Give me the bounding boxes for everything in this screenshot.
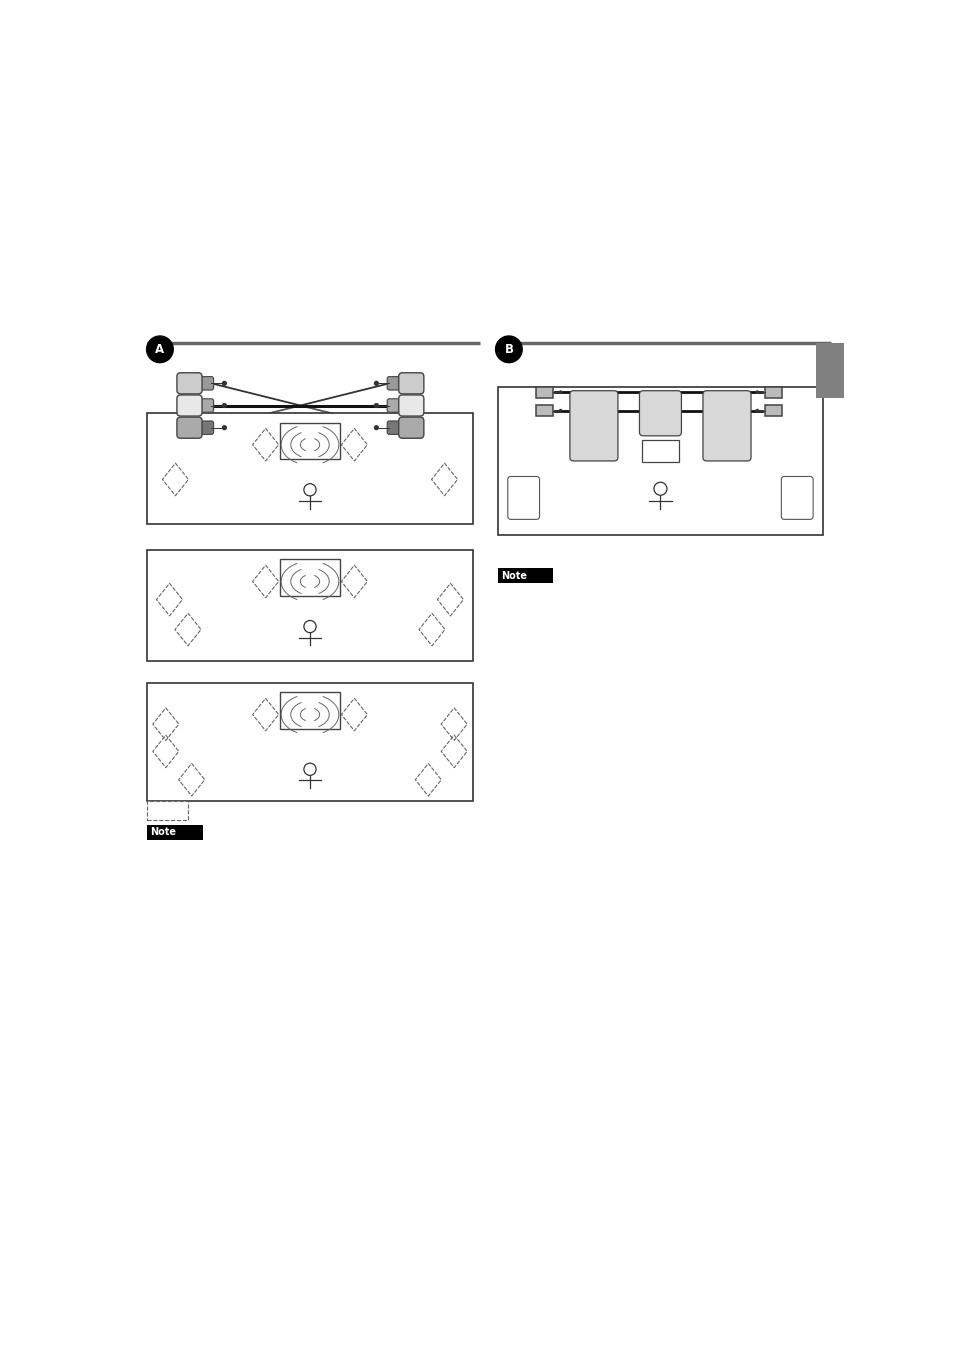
Bar [815, 342, 843, 397]
FancyBboxPatch shape [196, 399, 213, 412]
Bar [147, 550, 472, 661]
FancyBboxPatch shape [387, 399, 404, 412]
FancyBboxPatch shape [196, 420, 213, 434]
Bar [641, 439, 679, 461]
Bar [764, 406, 781, 416]
FancyBboxPatch shape [781, 476, 812, 519]
Bar [497, 387, 822, 535]
FancyBboxPatch shape [702, 391, 750, 461]
Circle shape [222, 381, 226, 385]
Text: Note: Note [151, 827, 176, 837]
Circle shape [375, 404, 378, 407]
Bar [147, 800, 188, 819]
FancyBboxPatch shape [569, 391, 618, 461]
Circle shape [147, 337, 173, 362]
Circle shape [304, 484, 315, 496]
Circle shape [558, 391, 561, 393]
Bar [764, 387, 781, 397]
Circle shape [756, 391, 758, 393]
Circle shape [304, 763, 315, 775]
Circle shape [558, 410, 561, 412]
Bar [147, 683, 472, 800]
Circle shape [375, 381, 378, 385]
Bar [280, 560, 339, 596]
FancyBboxPatch shape [176, 395, 202, 416]
Circle shape [222, 404, 226, 407]
Bar [535, 387, 553, 397]
FancyBboxPatch shape [398, 373, 423, 393]
Bar [535, 406, 553, 416]
Text: Note: Note [500, 571, 526, 580]
FancyBboxPatch shape [398, 418, 423, 438]
FancyBboxPatch shape [176, 373, 202, 393]
Bar [497, 568, 553, 583]
FancyBboxPatch shape [387, 420, 404, 434]
FancyBboxPatch shape [196, 377, 213, 389]
FancyBboxPatch shape [507, 476, 539, 519]
Text: B: B [504, 343, 513, 356]
FancyBboxPatch shape [398, 395, 423, 416]
Circle shape [756, 410, 758, 412]
FancyBboxPatch shape [639, 391, 680, 435]
Circle shape [495, 337, 521, 362]
Text: A: A [155, 343, 164, 356]
Bar [280, 423, 339, 460]
Bar [280, 692, 339, 729]
FancyBboxPatch shape [387, 377, 404, 389]
Circle shape [653, 483, 666, 495]
Circle shape [222, 426, 226, 430]
Circle shape [375, 426, 378, 430]
Bar [147, 412, 472, 523]
Circle shape [304, 621, 315, 633]
FancyBboxPatch shape [176, 418, 202, 438]
Bar [147, 825, 203, 840]
